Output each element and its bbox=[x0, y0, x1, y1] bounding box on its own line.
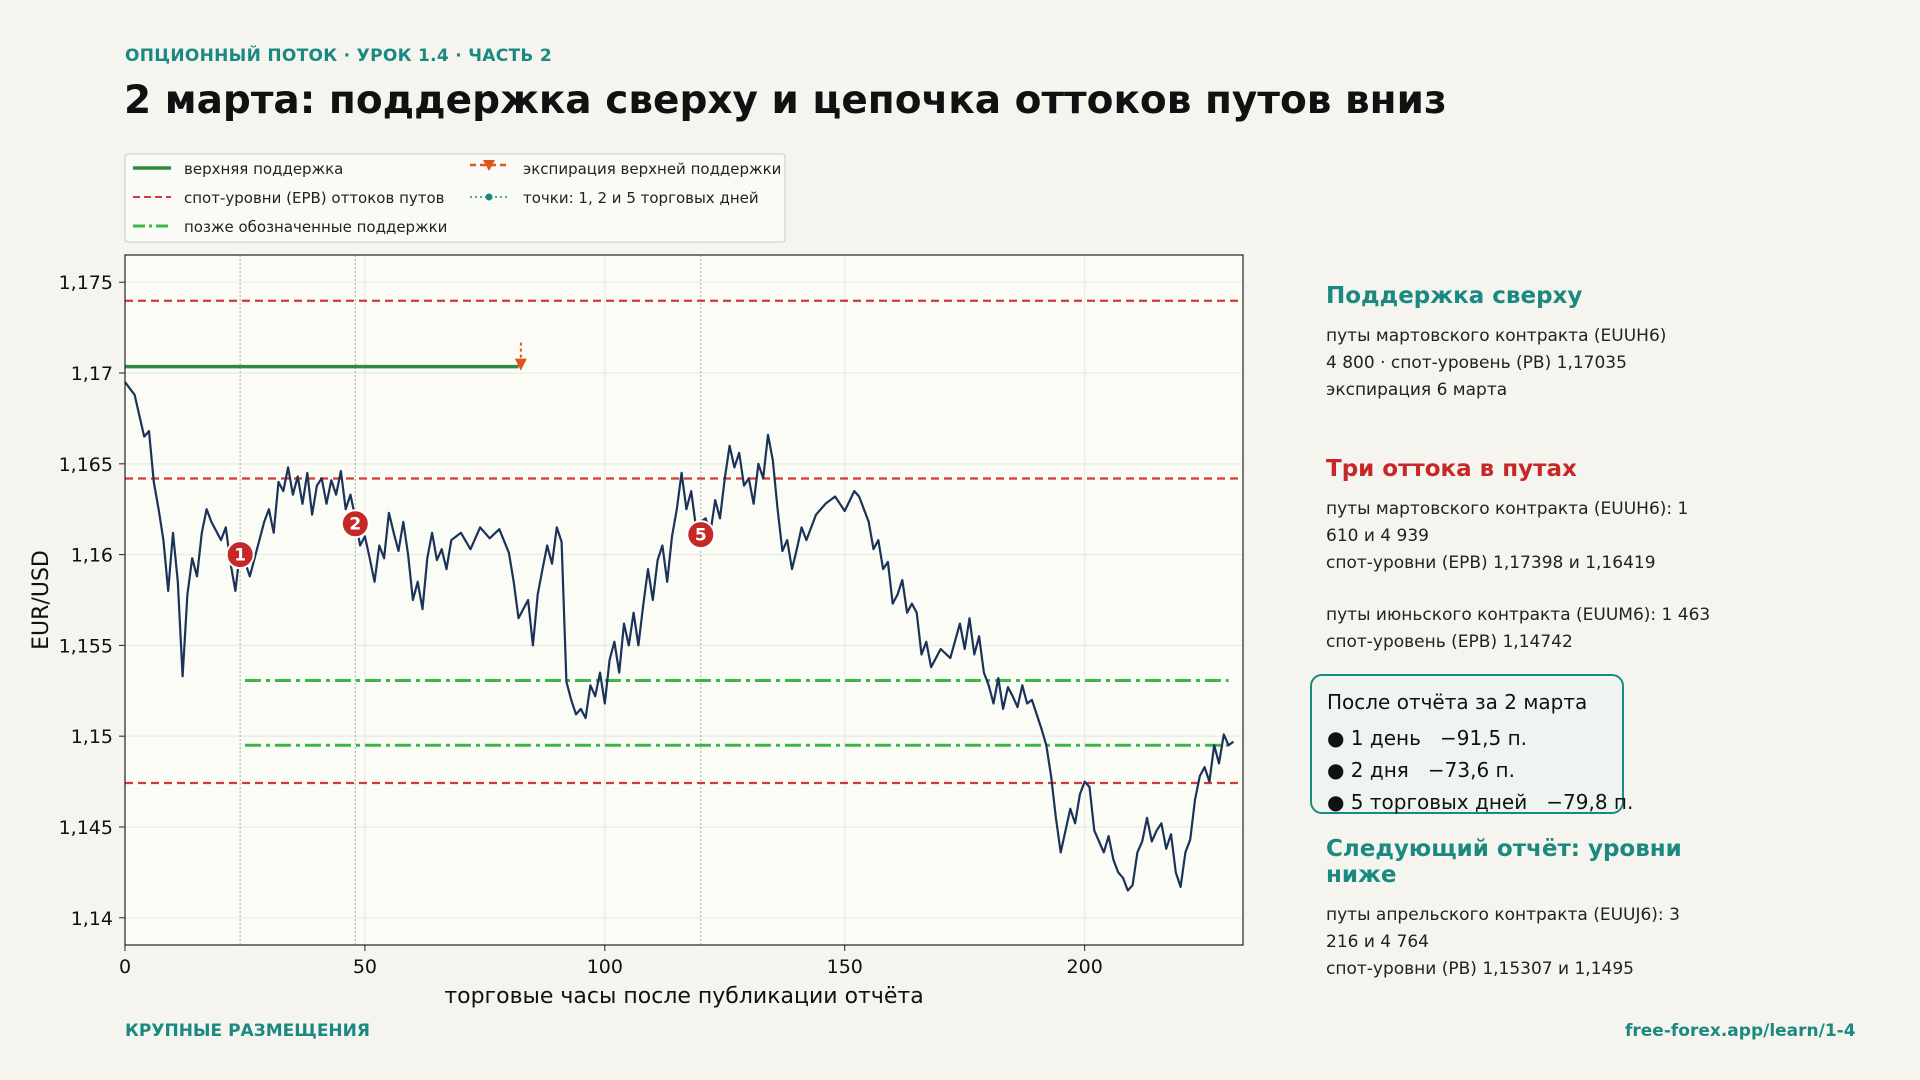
results-box-title: После отчёта за 2 марта bbox=[1327, 690, 1588, 714]
post-report-results-box: После отчёта за 2 марта ● 1 день −91,5 п… bbox=[1310, 674, 1633, 814]
results-item: ● 5 торговых дней −79,8 п. bbox=[1327, 790, 1634, 814]
y-tick-label: 1,165 bbox=[59, 454, 113, 476]
legend-label-expiry: экспирация верхней поддержки bbox=[523, 160, 781, 178]
outflows-section: Три оттока в путах путы мартовского конт… bbox=[1326, 456, 1746, 656]
outflows-line: путы июньского контракта (EUUM6): 1 463 bbox=[1326, 605, 1711, 625]
footer-section-label: КРУПНЫЕ РАЗМЕЩЕНИЯ bbox=[125, 1021, 370, 1041]
legend-checkpoint-dot-icon bbox=[485, 193, 493, 201]
upper-support-section: Поддержка сверху путы мартовского контра… bbox=[1326, 283, 1746, 404]
legend-label-later-supports: позже обозначенные поддержки bbox=[184, 218, 447, 236]
price-line bbox=[124, 381, 1235, 892]
next-report-line: путы апрельского контракта (EUUJ6): 3 bbox=[1326, 905, 1680, 925]
results-item: ● 2 дня −73,6 п. bbox=[1327, 758, 1515, 782]
x-tick-label: 200 bbox=[1067, 956, 1103, 978]
x-tick-label: 100 bbox=[587, 956, 623, 978]
upper-support-line: 4 800 · спот-уровень (РВ) 1,17035 bbox=[1326, 353, 1627, 373]
checkpoint-badge-label: 1 bbox=[234, 546, 246, 566]
next-report-section: Следующий отчёт: уровни ниже путы апрель… bbox=[1326, 836, 1746, 983]
price-chart: верхняя поддержка спот-уровни (ЕРВ) отто… bbox=[29, 153, 1244, 1009]
outflows-line: путы мартовского контракта (EUUH6): 1 bbox=[1326, 499, 1689, 519]
y-tick-label: 1,145 bbox=[59, 817, 113, 839]
y-tick-label: 1,16 bbox=[71, 545, 113, 567]
legend-label-checkpoints: точки: 1, 2 и 5 торговых дней bbox=[523, 189, 759, 207]
x-tick-label: 50 bbox=[353, 956, 377, 978]
y-tick-label: 1,175 bbox=[59, 272, 113, 294]
x-tick-label: 0 bbox=[119, 956, 131, 978]
lesson-kicker: ОПЦИОННЫЙ ПОТОК · УРОК 1.4 · ЧАСТЬ 2 bbox=[125, 46, 552, 66]
plot-frame bbox=[124, 254, 1244, 946]
y-tick-label: 1,14 bbox=[71, 908, 113, 930]
outflows-line: спот-уровень (ЕРВ) 1,14742 bbox=[1326, 632, 1573, 652]
upper-support-line: экспирация 6 марта bbox=[1326, 380, 1508, 400]
y-axis-ticks: 1,14 1,145 1,15 1,155 1,16 1,165 1,17 1,175 bbox=[59, 272, 125, 930]
results-item: ● 1 день −91,5 п. bbox=[1327, 726, 1528, 750]
next-report-line: 216 и 4 764 bbox=[1326, 932, 1429, 952]
checkpoint-badge bbox=[225, 540, 255, 570]
checkpoint-vlines bbox=[239, 255, 702, 945]
y-tick-label: 1,155 bbox=[59, 635, 113, 657]
expiry-arrow-icon bbox=[514, 358, 527, 371]
x-axis-label: торговые часы после публикации отчёта bbox=[444, 984, 923, 1009]
level-lines bbox=[125, 299, 1243, 785]
y-tick-label: 1,17 bbox=[71, 363, 113, 385]
chart-markers: 1 2 5 bbox=[225, 342, 716, 570]
upper-support-line: путы мартовского контракта (EUUH6) bbox=[1326, 326, 1667, 346]
checkpoint-badge-label: 2 bbox=[349, 515, 361, 535]
y-tick-label: 1,15 bbox=[71, 726, 113, 748]
price-series bbox=[124, 381, 1235, 892]
checkpoint-badge bbox=[686, 520, 716, 550]
next-report-line: спот-уровни (РВ) 1,15307 и 1,1495 bbox=[1326, 959, 1634, 979]
footer-link[interactable]: free-forex.app/learn/1-4 bbox=[1625, 1021, 1856, 1041]
next-report-title: Следующий отчёт: уровни ниже bbox=[1326, 836, 1682, 888]
y-axis-label: EUR/USD bbox=[29, 550, 54, 650]
chart-legend: верхняя поддержка спот-уровни (ЕРВ) отто… bbox=[124, 153, 786, 243]
page-title: 2 марта: поддержка сверху и цепочка отто… bbox=[124, 78, 1447, 123]
plot-area bbox=[125, 255, 1243, 945]
outflows-title: Три оттока в путах bbox=[1326, 456, 1577, 482]
checkpoint-badge bbox=[340, 509, 370, 539]
legend-expiry-arrow-icon bbox=[483, 160, 495, 171]
checkpoint-badge-label: 5 bbox=[695, 526, 707, 546]
legend-label-upper-support: верхняя поддержка bbox=[184, 160, 343, 178]
upper-support-title: Поддержка сверху bbox=[1326, 283, 1583, 309]
outflows-line: 610 и 4 939 bbox=[1326, 526, 1429, 546]
x-tick-label: 150 bbox=[827, 956, 863, 978]
outflows-line: спот-уровни (ЕРВ) 1,17398 и 1,16419 bbox=[1326, 553, 1656, 573]
x-axis-ticks: 0 50 100 150 200 bbox=[119, 945, 1103, 978]
legend-label-outflow-spots: спот-уровни (ЕРВ) оттоков путов bbox=[184, 189, 445, 207]
